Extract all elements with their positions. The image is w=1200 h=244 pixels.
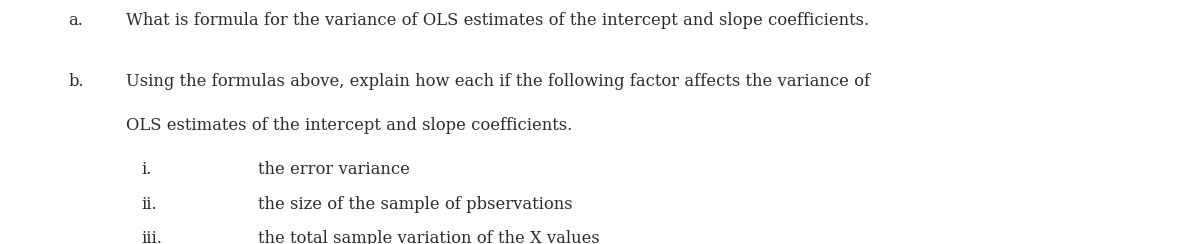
Text: a.: a. bbox=[68, 12, 83, 29]
Text: OLS estimates of the intercept and slope coefficients.: OLS estimates of the intercept and slope… bbox=[126, 117, 572, 134]
Text: What is formula for the variance of OLS estimates of the intercept and slope coe: What is formula for the variance of OLS … bbox=[126, 12, 869, 29]
Text: the total sample variation of the X values: the total sample variation of the X valu… bbox=[258, 230, 600, 244]
Text: iii.: iii. bbox=[142, 230, 162, 244]
Text: ii.: ii. bbox=[142, 196, 157, 214]
Text: Using the formulas above, explain how each if the following factor affects the v: Using the formulas above, explain how ea… bbox=[126, 73, 870, 90]
Text: the error variance: the error variance bbox=[258, 161, 410, 178]
Text: the size of the sample of pbservations: the size of the sample of pbservations bbox=[258, 196, 572, 214]
Text: i.: i. bbox=[142, 161, 152, 178]
Text: b.: b. bbox=[68, 73, 84, 90]
